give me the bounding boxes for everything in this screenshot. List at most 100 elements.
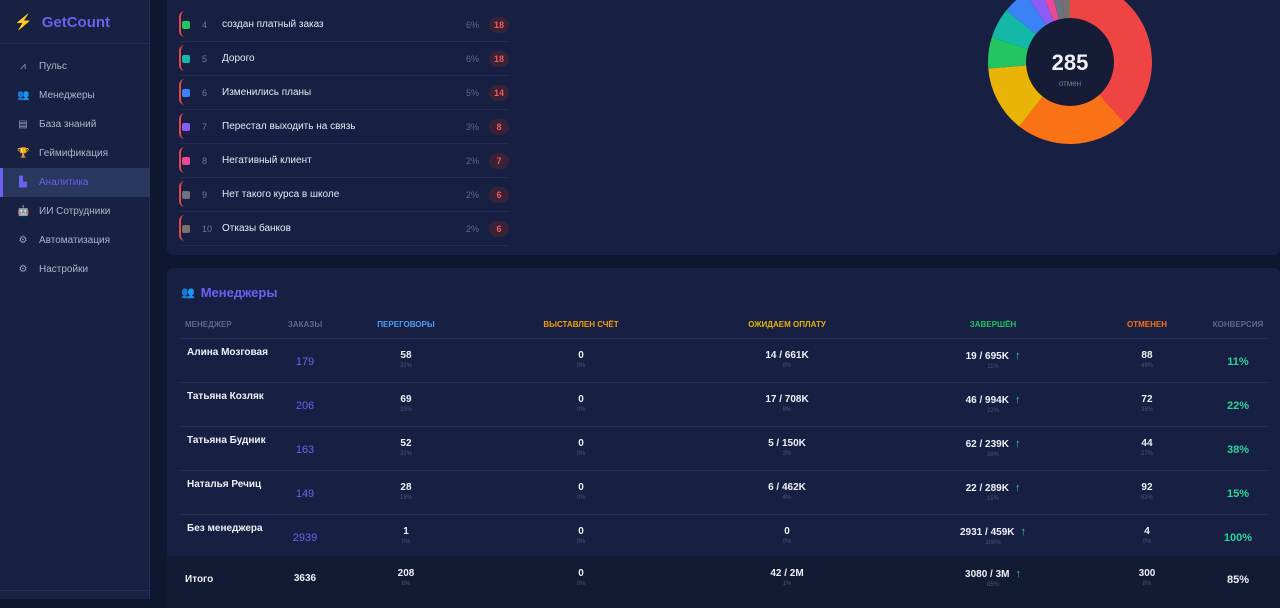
stage-percent: 0% bbox=[576, 363, 586, 369]
column-header[interactable]: МЕНЕДЖЕР bbox=[185, 320, 232, 329]
app-logo[interactable]: ⚡ GetCount bbox=[14, 13, 111, 32]
stage-neg-cell: 52 32% bbox=[400, 438, 412, 457]
stage-neg-cell: 69 33% bbox=[400, 394, 412, 413]
stage-value: 0 bbox=[577, 526, 586, 537]
pie-slice[interactable] bbox=[1060, 0, 1070, 62]
value-text: 5 / 150K bbox=[768, 438, 806, 449]
list-item[interactable]: 5 Дорого 6% 18 bbox=[179, 42, 509, 76]
stage-percent: 62% bbox=[1140, 495, 1154, 501]
manager-name[interactable]: Наталья Речиц bbox=[187, 479, 262, 490]
sidebar-item-6[interactable]: ⚙ Автоматизация bbox=[0, 226, 150, 255]
stage-percent: 0% bbox=[576, 495, 586, 501]
orders-count[interactable]: 179 bbox=[295, 356, 315, 368]
list-item[interactable]: 10 Отказы банков 2% 6 bbox=[179, 212, 509, 246]
column-header[interactable]: ВЫСТАВЛЕН СЧЁТ bbox=[543, 320, 619, 329]
sidebar-item-4[interactable]: ▙ Аналитика bbox=[0, 168, 150, 197]
sidebar-item-label: Менеджеры bbox=[39, 90, 95, 101]
gear-icon: ⚙ bbox=[18, 264, 28, 275]
stage-percent: 0% bbox=[576, 581, 586, 587]
pie-slice[interactable] bbox=[1026, 0, 1070, 62]
donut-hole bbox=[1026, 18, 1114, 106]
manager-name[interactable]: Алина Мозговая bbox=[187, 347, 268, 358]
column-header[interactable]: ОЖИДАЕМ ОПЛАТУ bbox=[748, 320, 826, 329]
stage-percent: 100% bbox=[985, 540, 1001, 546]
sidebar-item-0[interactable]: ⩘ Пульс bbox=[0, 52, 150, 81]
stage-percent: 11% bbox=[987, 364, 999, 370]
stage-value: 1 bbox=[402, 526, 411, 537]
value-text: 4 bbox=[1144, 526, 1150, 537]
stage-percent: 35% bbox=[1140, 407, 1154, 413]
stage-percent: 8% bbox=[1142, 581, 1152, 587]
bolt-icon: ⚡ bbox=[14, 14, 33, 31]
orders-count[interactable]: 206 bbox=[295, 400, 315, 412]
divider bbox=[179, 382, 1269, 383]
list-item[interactable]: 7 Перестал выходить на связь 3% 8 bbox=[179, 110, 509, 144]
stage-percent: 0% bbox=[782, 539, 792, 545]
stage-percent: 32% bbox=[399, 363, 413, 369]
stage-done-cell: 46 / 994K ↑ 22% bbox=[966, 394, 1021, 414]
item-number: 8 bbox=[202, 155, 208, 166]
cogs-icon: ⚙ bbox=[18, 235, 28, 246]
sidebar-item-5[interactable]: 🤖 ИИ Сотрудники bbox=[0, 197, 150, 226]
manager-name[interactable]: Татьяна Козляк bbox=[187, 391, 264, 402]
stage-percent: 33% bbox=[399, 407, 413, 413]
manager-name[interactable]: Без менеджера bbox=[187, 523, 263, 534]
stage-value: 0 bbox=[577, 482, 586, 493]
reason-percent: 6% bbox=[465, 19, 479, 30]
bracket-marker bbox=[179, 45, 185, 71]
manager-name[interactable]: Татьяна Будник bbox=[187, 435, 266, 446]
sidebar-item-2[interactable]: ▤ База знаний bbox=[0, 110, 150, 139]
conversion-value: 11% bbox=[1227, 356, 1249, 368]
conversion-value: 15% bbox=[1226, 488, 1250, 500]
stage-percent: 8% bbox=[782, 407, 792, 413]
trophy-icon: 🏆 bbox=[17, 148, 30, 159]
sidebar-item-1[interactable]: 👥 Менеджеры bbox=[0, 81, 150, 110]
manager-name[interactable]: Итого bbox=[185, 574, 214, 585]
list-item[interactable]: 4 создан платный заказ 6% 18 bbox=[179, 8, 509, 42]
item-number: 7 bbox=[202, 121, 208, 132]
value-text: 17 / 708K bbox=[765, 394, 809, 405]
color-swatch bbox=[182, 20, 190, 29]
divider bbox=[179, 514, 1269, 515]
list-item[interactable]: 8 Негативный клиент 2% 7 bbox=[179, 144, 509, 178]
stage-percent: 32% bbox=[399, 451, 413, 457]
column-header[interactable]: ПЕРЕГОВОРЫ bbox=[377, 320, 435, 329]
reason-percent: 6% bbox=[465, 53, 479, 64]
list-item[interactable]: 9 Нет такого курса в школе 2% 6 bbox=[179, 178, 509, 212]
arrow-up-icon: ↑ bbox=[1020, 526, 1027, 538]
value-text: 0 bbox=[578, 526, 584, 537]
divider bbox=[179, 426, 1269, 427]
item-number: 6 bbox=[202, 87, 208, 98]
arrow-up-icon: ↑ bbox=[1014, 350, 1021, 362]
column-header[interactable]: ЗАВЕРШЁН bbox=[969, 320, 1017, 329]
sidebar-item-3[interactable]: 🏆 Геймификация bbox=[0, 139, 150, 168]
managers-title: 👥 Менеджеры bbox=[181, 285, 278, 300]
orders-count[interactable]: 149 bbox=[295, 488, 315, 500]
value-text: 69 bbox=[400, 394, 412, 405]
stage-neg-cell: 28 19% bbox=[400, 482, 412, 501]
arrow-up-icon: ↑ bbox=[1014, 438, 1021, 450]
count-badge: 14 bbox=[489, 84, 509, 101]
value-text: 0 bbox=[578, 438, 584, 449]
stage-neg-cell: 1 0% bbox=[402, 526, 411, 545]
orders-count[interactable]: 3636 bbox=[293, 573, 317, 584]
bracket-marker bbox=[179, 147, 185, 173]
stage-percent: 27% bbox=[1140, 451, 1154, 457]
item-number: 9 bbox=[202, 189, 208, 200]
sidebar-item-7[interactable]: ⚙ Настройки bbox=[0, 255, 150, 284]
stage-percent: 0% bbox=[576, 451, 586, 457]
stage-value: 28 bbox=[400, 482, 412, 493]
orders-count[interactable]: 163 bbox=[295, 444, 315, 456]
column-header[interactable]: ЗАКАЗЫ bbox=[287, 320, 323, 329]
stage-value: 4 bbox=[1143, 526, 1152, 537]
orders-count[interactable]: 2939 bbox=[292, 532, 318, 544]
robot-icon: 🤖 bbox=[17, 206, 30, 217]
stage-wait-cell: 14 / 661K 8% bbox=[765, 350, 808, 369]
column-header[interactable]: КОНВЕРСИЯ bbox=[1212, 320, 1264, 329]
list-item[interactable]: 6 Изменились планы 5% 14 bbox=[179, 76, 509, 110]
sidebar-item-label: Геймификация bbox=[39, 148, 109, 159]
reason-label: Негативный клиент bbox=[222, 155, 312, 166]
stage-percent: 6% bbox=[401, 581, 411, 587]
column-header[interactable]: ОТМЕНЕН bbox=[1127, 320, 1167, 329]
stage-inv-cell: 0 0% bbox=[577, 568, 586, 587]
